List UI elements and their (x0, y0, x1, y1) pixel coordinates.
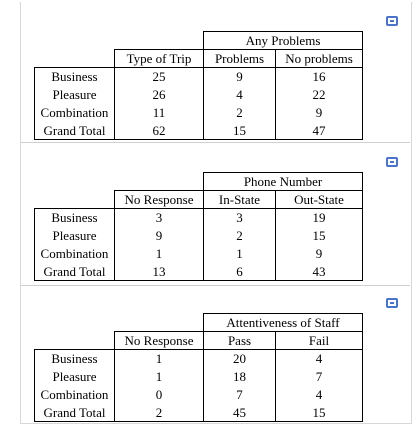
cell: 7 (275, 367, 363, 386)
cell: 45 (203, 403, 276, 422)
row-label: Business (34, 208, 115, 227)
table-row: Pleasure 1 18 7 (34, 367, 363, 386)
cell: 22 (275, 85, 363, 104)
resize-handle-icon[interactable] (386, 16, 398, 26)
table-row: Pleasure 26 4 22 (34, 85, 363, 104)
row-label: Combination (34, 385, 115, 404)
table-row: Business 25 9 16 (34, 67, 363, 86)
table-row: Pleasure 9 2 15 (34, 226, 363, 245)
column-header: No Response (114, 331, 204, 350)
cell: 1 (114, 244, 204, 263)
cell: 13 (114, 262, 204, 281)
cell: 19 (275, 208, 363, 227)
cell: 15 (275, 403, 363, 422)
cell: 9 (275, 103, 363, 122)
section-separator (21, 142, 410, 143)
cell: 3 (114, 208, 204, 227)
table-phone-number: Phone Number No Response In-State Out-St… (34, 172, 363, 281)
column-header: Out-State (275, 190, 363, 209)
table-row: Business 1 20 4 (34, 349, 363, 368)
row-label: Grand Total (34, 121, 115, 140)
group-header: Phone Number (203, 172, 363, 191)
table-row: Combination 1 1 9 (34, 244, 363, 263)
table-row: Business 3 3 19 (34, 208, 363, 227)
cell: 16 (275, 67, 363, 86)
row-label: Pleasure (34, 85, 115, 104)
cell: 2 (114, 403, 204, 422)
cell: 43 (275, 262, 363, 281)
cell: 6 (203, 262, 276, 281)
table-row: Combination 11 2 9 (34, 103, 363, 122)
row-label: Business (34, 349, 115, 368)
cell: 4 (203, 85, 276, 104)
cell: 1 (114, 349, 204, 368)
group-header: Attentiveness of Staff (203, 313, 363, 332)
cell: 15 (203, 121, 276, 140)
cell: 25 (114, 67, 204, 86)
row-label: Combination (34, 244, 115, 263)
group-header: Any Problems (203, 31, 363, 50)
cell: 47 (275, 121, 363, 140)
table-row: Combination 0 7 4 (34, 385, 363, 404)
table-attentiveness-of-staff: Attentiveness of Staff No Response Pass … (34, 313, 363, 422)
cell: 26 (114, 85, 204, 104)
cell: 9 (203, 67, 276, 86)
column-header: No Response (114, 190, 204, 209)
resize-handle-icon[interactable] (386, 298, 398, 308)
row-label: Grand Total (34, 262, 115, 281)
cell: 4 (275, 385, 363, 404)
cell: 62 (114, 121, 204, 140)
table-row: Grand Total 62 15 47 (34, 121, 363, 140)
table-row: Grand Total 2 45 15 (34, 403, 363, 422)
column-header: Pass (203, 331, 276, 350)
cell: 9 (275, 244, 363, 263)
table-row: Grand Total 13 6 43 (34, 262, 363, 281)
column-header: No problems (275, 49, 363, 68)
table-any-problems: Any Problems Type of Trip Problems No pr… (34, 31, 363, 140)
cell: 0 (114, 385, 204, 404)
cell: 4 (275, 349, 363, 368)
row-label: Combination (34, 103, 115, 122)
row-label: Pleasure (34, 226, 115, 245)
cell: 2 (203, 226, 276, 245)
document-frame (20, 2, 412, 424)
cell: 11 (114, 103, 204, 122)
cell: 9 (114, 226, 204, 245)
row-label: Business (34, 67, 115, 86)
section-separator (21, 285, 410, 286)
cell: 3 (203, 208, 276, 227)
resize-handle-icon[interactable] (386, 157, 398, 167)
cell: 7 (203, 385, 276, 404)
cell: 15 (275, 226, 363, 245)
cell: 1 (203, 244, 276, 263)
column-header: Fail (275, 331, 363, 350)
column-header: Problems (203, 49, 276, 68)
row-label: Pleasure (34, 367, 115, 386)
cell: 1 (114, 367, 204, 386)
column-header: In-State (203, 190, 276, 209)
column-header: Type of Trip (114, 49, 204, 68)
row-label: Grand Total (34, 403, 115, 422)
cell: 18 (203, 367, 276, 386)
cell: 2 (203, 103, 276, 122)
cell: 20 (203, 349, 276, 368)
